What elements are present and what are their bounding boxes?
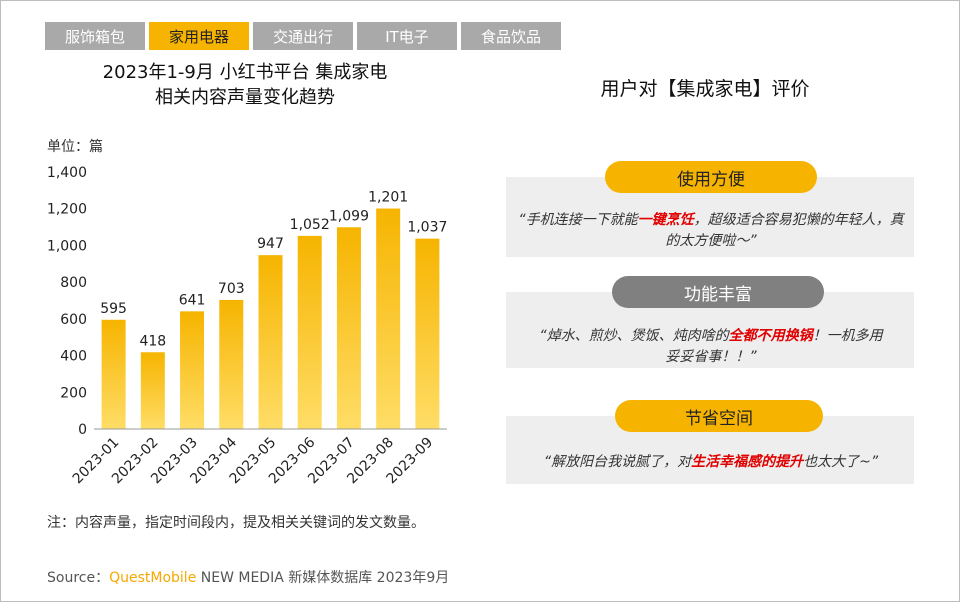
source-prefix: Source： (47, 570, 110, 586)
category-tabs: 服饰箱包 家用电器 交通出行 IT电子 食品饮品 (45, 22, 561, 50)
y-tick-label: 600 (60, 312, 87, 328)
bar-value-label: 1,052 (290, 217, 330, 233)
reviews-title: 用户对【集成家电】评价 (600, 78, 810, 100)
tab-transportation[interactable]: 交通出行 (253, 22, 353, 50)
bar-value-label: 418 (139, 333, 166, 349)
y-tick-label: 1,400 (47, 165, 87, 181)
y-tick-label: 800 (60, 275, 87, 291)
bar (219, 299, 244, 429)
bar (415, 238, 440, 429)
y-tick-label: 1,000 (47, 238, 87, 254)
bar (336, 227, 361, 429)
chart-title-line2: 相关内容声量变化趋势 (155, 87, 335, 108)
review-quote-1: “手机连接一下就能一键烹饪，超级适合容易犯懒的年轻人，真的太方便啦～” (516, 210, 906, 252)
quote-text: ，超级适合容易犯懒的年轻人，真的太方便啦～” (665, 212, 904, 249)
chart-title-line1: 2023年1-9月 小红书平台 集成家电 (102, 62, 388, 83)
y-tick-label: 1,200 (47, 202, 87, 218)
bar (258, 255, 283, 429)
review-quote-2: “焯水、煎炒、煲饭、炖肉啥的全都不用换锅！一机多用妥妥省事！！” (536, 326, 886, 368)
y-tick-label: 0 (78, 422, 87, 438)
review-quote-3: “解放阳台我说腻了，对生活幸福感的提升也太大了~” (516, 452, 906, 473)
quote-text: “焯水、煎炒、煲饭、炖肉啥的 (539, 328, 729, 344)
bar-value-label: 1,099 (329, 208, 369, 224)
bar-value-label: 1,201 (368, 190, 408, 206)
tag-easy-to-use: 使用方便 (605, 161, 817, 193)
quote-highlight: 生活幸福感的提升 (691, 454, 804, 470)
brand-name: QuestMobile (109, 570, 197, 586)
quote-text: “手机连接一下就能 (518, 212, 638, 228)
bar-value-label: 703 (218, 281, 245, 297)
bar (140, 352, 165, 429)
bar-value-label: 641 (179, 292, 206, 308)
tab-apparel[interactable]: 服饰箱包 (45, 22, 145, 50)
source-suffix: NEW MEDIA 新媒体数据库 2023年9月 (196, 570, 450, 586)
bar (101, 319, 126, 429)
tag-rich-features: 功能丰富 (612, 276, 824, 308)
y-tick-label: 200 (60, 385, 87, 401)
tab-food-beverage[interactable]: 食品饮品 (461, 22, 561, 50)
quote-highlight: 全都不用换锅 (728, 328, 813, 344)
bar (376, 208, 401, 429)
source-line: Source：QuestMobile NEW MEDIA 新媒体数据库 2023… (47, 567, 449, 587)
bar-value-label: 1,037 (407, 220, 447, 236)
bar (297, 235, 322, 429)
bar-value-label: 947 (257, 236, 284, 252)
bar-chart: 0 200 400 600 800 1,000 1,200 1,400 595 418 641 70… (47, 165, 448, 487)
y-tick-label: 400 (60, 349, 87, 365)
quote-text: “解放阳台我说腻了，对 (543, 454, 692, 470)
footnote: 注：内容声量，指定时间段内，提及相关关键词的发文数量。 (47, 515, 425, 531)
tab-it-electronics[interactable]: IT电子 (357, 22, 457, 50)
x-axis: 2023-012023-022023-032023-042023-052023-… (70, 434, 436, 487)
y-axis: 0 200 400 600 800 1,000 1,200 1,400 (47, 165, 87, 438)
bar (180, 311, 205, 429)
chart-title: 2023年1-9月 小红书平台 集成家电 相关内容声量变化趋势 (60, 60, 430, 110)
quote-text: ！一机多用妥妥省事！！” (665, 328, 883, 365)
bar-value-label: 595 (100, 301, 127, 317)
quote-text: 也太大了~” (803, 454, 879, 470)
tab-home-appliances[interactable]: 家用电器 (149, 22, 249, 50)
unit-label: 单位：篇 (47, 139, 103, 155)
tag-space-saving: 节省空间 (615, 400, 823, 432)
quote-highlight: 一键烹饪 (637, 212, 694, 228)
